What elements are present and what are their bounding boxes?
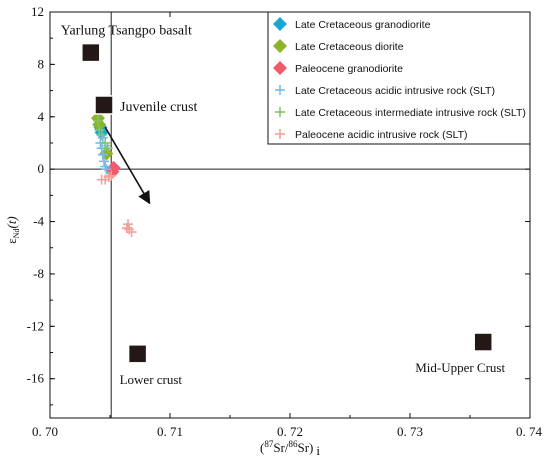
reservoir-marker <box>127 344 148 364</box>
data-point <box>121 223 132 234</box>
legend-marker <box>273 17 287 31</box>
legend-label: Late Cretaceous granodiorite <box>295 19 431 31</box>
data-point <box>99 156 109 167</box>
data-point <box>124 224 135 235</box>
y-tick-label: -8 <box>33 266 44 281</box>
legend-marker <box>273 61 287 75</box>
legend-item: Late Cretaceous acidic intrusive rock (S… <box>275 85 495 97</box>
legend-box <box>267 11 531 145</box>
y-tick-label: 0 <box>38 161 45 176</box>
y-tick-label: 8 <box>38 56 45 71</box>
data-point <box>96 130 107 141</box>
reservoir-label: Yarlung Tsangpo basalt <box>61 24 192 39</box>
legend-item: Paleocene acidic intrusive rock (SLT) <box>275 129 468 141</box>
x-tick-label: 0. 72 <box>277 424 303 439</box>
x-tick-label: 0. 71 <box>157 424 183 439</box>
x-tick-label: 0. 70 <box>32 424 58 439</box>
data-point <box>103 172 114 183</box>
data-point <box>100 137 111 148</box>
data-point <box>106 170 117 181</box>
y-tick-label: 4 <box>38 109 45 124</box>
legend-label: Paleocene acidic intrusive rock (SLT) <box>295 129 468 141</box>
data-point <box>101 164 112 175</box>
trend-arrow <box>104 126 151 205</box>
data-point <box>97 149 108 160</box>
y-tick-label: -4 <box>33 214 44 229</box>
legend-label: Late Cretaceous diorite <box>295 41 404 53</box>
reservoir-marker <box>94 95 114 115</box>
data-point <box>102 143 113 154</box>
x-axis-label: (87Sr/86Sr) i <box>260 439 320 458</box>
reservoir-label: Lower crust <box>120 372 183 387</box>
legend-item: Late Cretaceous diorite <box>273 39 404 53</box>
legend-marker <box>273 39 287 53</box>
x-tick-label: 0. 73 <box>397 424 423 439</box>
data-point <box>93 115 103 126</box>
data-point <box>94 124 105 135</box>
reservoir-label: Mid-Upper Crust <box>415 360 505 375</box>
legend-label: Paleocene granodiorite <box>295 63 403 75</box>
y-tick-label: -16 <box>27 371 45 386</box>
y-tick-label: 12 <box>31 4 44 19</box>
legend-item: Late Cretaceous granodiorite <box>273 17 431 31</box>
data-point <box>106 160 121 175</box>
legend-item: Late Cretaceous intermediate intrusive r… <box>275 107 526 119</box>
y-axis-label: εNd(t) <box>4 216 21 244</box>
legend-label: Late Cretaceous intermediate intrusive r… <box>295 107 526 119</box>
reservoir-markers: Yarlung Tsangpo basalt Juvenile crust Lowe… <box>61 24 506 387</box>
y-tick-label: -12 <box>27 318 44 333</box>
x-tick-label: 0. 74 <box>516 424 543 439</box>
legend-label: Late Cretaceous acidic intrusive rock (S… <box>295 85 495 97</box>
reservoir-marker <box>81 42 101 63</box>
reservoir-label: Juvenile crust <box>120 100 197 115</box>
series-5 <box>96 170 137 238</box>
legend: Late Cretaceous granodiorite Late Cretace… <box>267 11 531 145</box>
reservoir-marker <box>473 332 493 352</box>
legend-item: Paleocene granodiorite <box>273 61 403 75</box>
